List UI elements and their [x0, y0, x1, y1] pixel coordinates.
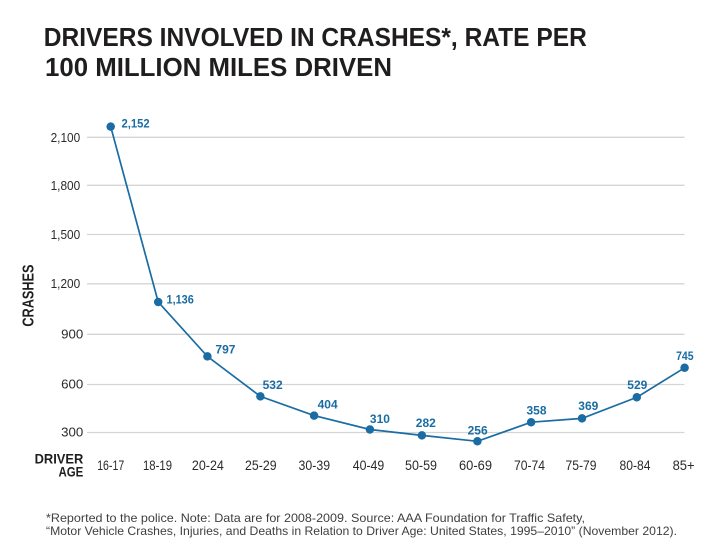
svg-text:25-29: 25-29	[245, 457, 277, 473]
svg-text:30-39: 30-39	[299, 457, 331, 473]
svg-text:900: 900	[61, 327, 83, 342]
svg-text:“Motor Vehicle Crashes, Injuri: “Motor Vehicle Crashes, Injuries, and De…	[46, 524, 677, 538]
svg-text:40-49: 40-49	[353, 457, 385, 473]
svg-text:20-24: 20-24	[192, 457, 224, 473]
svg-text:75-79: 75-79	[566, 457, 597, 473]
svg-text:529: 529	[627, 378, 647, 392]
svg-text:85+: 85+	[673, 457, 695, 473]
svg-text:404: 404	[318, 397, 338, 411]
svg-text:CRASHES: CRASHES	[21, 264, 38, 326]
svg-text:DRIVERS INVOLVED IN CRASHES*,: DRIVERS INVOLVED IN CRASHES*, RATE PER	[44, 24, 587, 52]
svg-text:310: 310	[370, 412, 390, 426]
svg-text:100 MILLION MILES DRIVEN: 100 MILLION MILES DRIVEN	[45, 54, 392, 82]
svg-text:2,152: 2,152	[122, 117, 151, 131]
svg-text:18-19: 18-19	[143, 457, 172, 473]
svg-text:256: 256	[468, 423, 488, 437]
svg-text:1,500: 1,500	[51, 227, 81, 242]
svg-text:2,100: 2,100	[51, 130, 81, 145]
svg-text:300: 300	[61, 425, 83, 440]
svg-text:DRIVER: DRIVER	[35, 450, 84, 466]
svg-text:1,200: 1,200	[51, 276, 81, 291]
svg-text:1,136: 1,136	[167, 293, 195, 307]
svg-text:50-59: 50-59	[405, 457, 437, 473]
svg-text:600: 600	[61, 376, 83, 391]
svg-text:745: 745	[676, 349, 694, 363]
svg-text:797: 797	[215, 343, 235, 357]
svg-text:70-74: 70-74	[514, 457, 545, 473]
svg-text:80-84: 80-84	[620, 457, 651, 473]
svg-text:532: 532	[263, 378, 283, 392]
svg-text:16-17: 16-17	[97, 457, 124, 473]
svg-text:358: 358	[527, 403, 547, 417]
svg-text:1,800: 1,800	[51, 178, 81, 193]
svg-text:*Reported to the police. Note:: *Reported to the police. Note: Data are …	[46, 511, 585, 525]
svg-text:282: 282	[416, 416, 436, 430]
svg-text:369: 369	[578, 399, 598, 413]
svg-text:AGE: AGE	[59, 464, 84, 480]
svg-text:60-69: 60-69	[459, 457, 492, 473]
